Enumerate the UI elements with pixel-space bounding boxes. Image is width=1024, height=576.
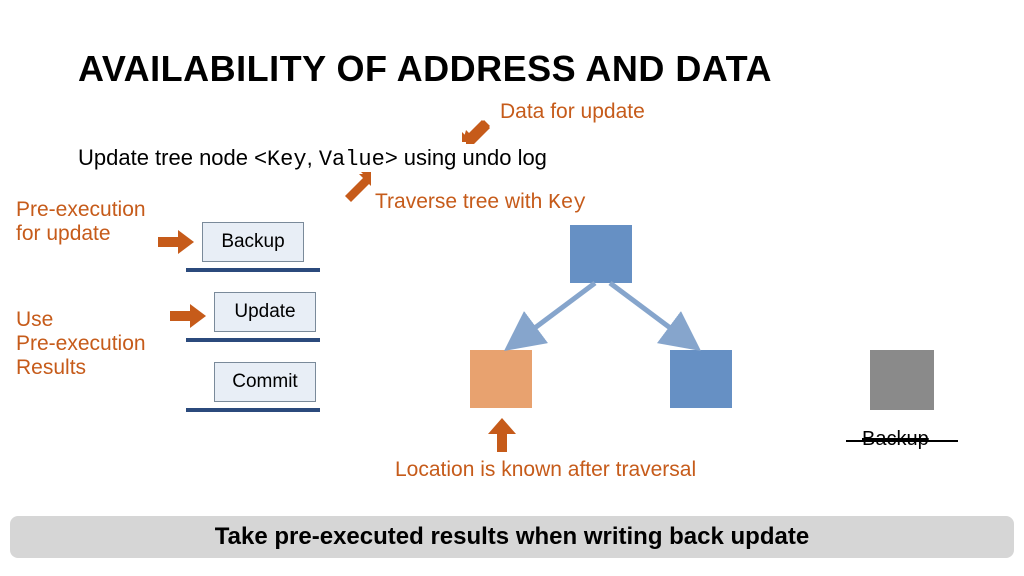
annot-traverse-text: Traverse tree with [375,190,548,213]
step-backup-box: Backup [202,222,304,262]
step-commit-box: Commit [214,362,316,402]
step-update-box: Update [214,292,316,332]
annot-location-known: Location is known after traversal [395,458,696,482]
arrow-icon [460,108,496,144]
arrow-right-icon [170,304,206,328]
step-divider [186,268,320,272]
subtitle-prefix: Update tree node < [78,145,267,170]
bottom-banner: Take pre-executed results when writing b… [10,516,1014,558]
subtitle-sep: , [307,145,319,170]
annot-data-for-update: Data for update [500,100,645,124]
subtitle-line: Update tree node <Key, Value> using undo… [78,145,547,172]
arrow-right-icon [158,230,194,254]
backup-grey-box [870,350,934,410]
arrow-icon [335,172,371,206]
annot-use-results: Use Pre-execution Results [16,308,146,380]
annot-pre-exec: Pre-execution for update [16,198,146,246]
subtitle-value: Value [319,147,385,172]
annot-traverse: Traverse tree with Key [375,190,586,216]
tree-edges [470,225,740,360]
strike-line [846,440,958,442]
step-divider [186,338,320,342]
subtitle-suffix: > using undo log [385,145,547,170]
annot-traverse-key: Key [548,192,586,215]
arrow-up-icon [488,418,516,454]
step-divider [186,408,320,412]
subtitle-key: Key [267,147,307,172]
page-title: AVAILABILITY OF ADDRESS AND DATA [78,48,772,90]
